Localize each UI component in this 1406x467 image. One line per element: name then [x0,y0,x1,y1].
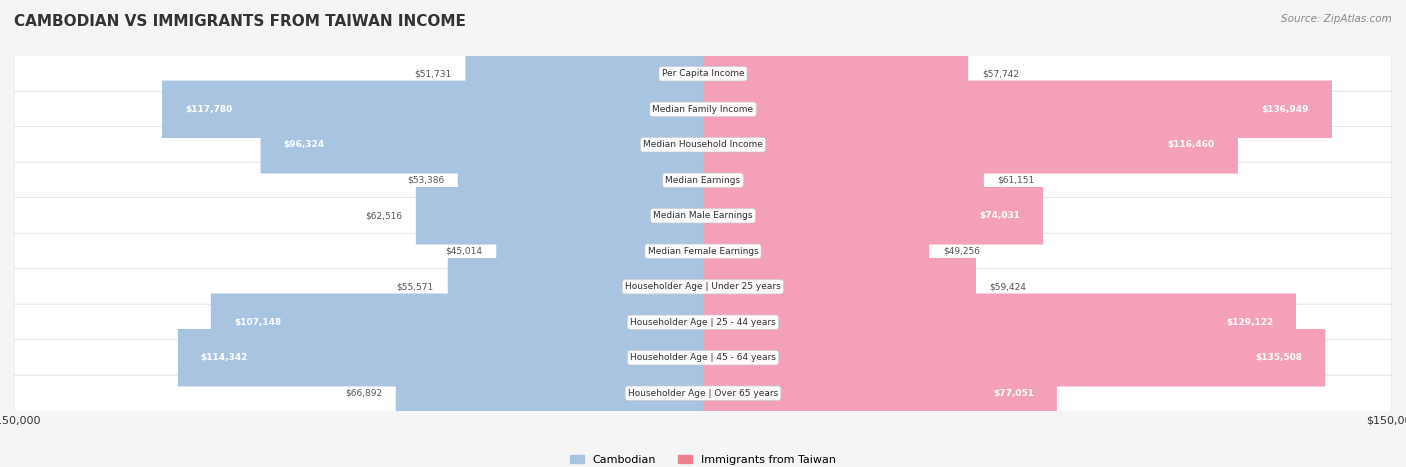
FancyBboxPatch shape [177,329,703,387]
Text: $49,256: $49,256 [943,247,980,256]
Text: $116,460: $116,460 [1168,140,1215,149]
FancyBboxPatch shape [703,364,1057,422]
FancyBboxPatch shape [703,258,976,316]
Text: $129,122: $129,122 [1226,318,1272,327]
FancyBboxPatch shape [162,80,703,138]
FancyBboxPatch shape [703,151,984,209]
FancyBboxPatch shape [14,127,1392,163]
Text: Householder Age | Over 65 years: Householder Age | Over 65 years [628,389,778,398]
Text: $61,151: $61,151 [998,176,1035,185]
Text: $45,014: $45,014 [446,247,482,256]
FancyBboxPatch shape [703,80,1331,138]
Text: Median Female Earnings: Median Female Earnings [648,247,758,256]
FancyBboxPatch shape [703,116,1237,174]
FancyBboxPatch shape [14,340,1392,376]
Text: Householder Age | 45 - 64 years: Householder Age | 45 - 64 years [630,353,776,362]
FancyBboxPatch shape [14,233,1392,269]
Text: $114,342: $114,342 [201,353,249,362]
FancyBboxPatch shape [703,45,969,103]
Text: $57,742: $57,742 [981,69,1019,78]
FancyBboxPatch shape [703,293,1296,351]
Text: Median Earnings: Median Earnings [665,176,741,185]
Text: $96,324: $96,324 [284,140,325,149]
FancyBboxPatch shape [14,162,1392,198]
FancyBboxPatch shape [14,304,1392,340]
FancyBboxPatch shape [211,293,703,351]
FancyBboxPatch shape [14,56,1392,92]
Text: $53,386: $53,386 [406,176,444,185]
FancyBboxPatch shape [458,151,703,209]
Text: Per Capita Income: Per Capita Income [662,69,744,78]
FancyBboxPatch shape [703,187,1043,245]
Text: $62,516: $62,516 [366,211,402,220]
FancyBboxPatch shape [14,375,1392,411]
Text: Householder Age | 25 - 44 years: Householder Age | 25 - 44 years [630,318,776,327]
FancyBboxPatch shape [496,222,703,280]
FancyBboxPatch shape [14,91,1392,127]
Text: Median Male Earnings: Median Male Earnings [654,211,752,220]
Text: CAMBODIAN VS IMMIGRANTS FROM TAIWAN INCOME: CAMBODIAN VS IMMIGRANTS FROM TAIWAN INCO… [14,14,465,29]
Text: Median Household Income: Median Household Income [643,140,763,149]
Text: $135,508: $135,508 [1256,353,1302,362]
Text: Median Family Income: Median Family Income [652,105,754,114]
Legend: Cambodian, Immigrants from Taiwan: Cambodian, Immigrants from Taiwan [567,450,839,467]
Text: $77,051: $77,051 [993,389,1033,398]
FancyBboxPatch shape [14,269,1392,305]
Text: $55,571: $55,571 [396,282,434,291]
FancyBboxPatch shape [465,45,703,103]
FancyBboxPatch shape [703,222,929,280]
FancyBboxPatch shape [260,116,703,174]
Text: $74,031: $74,031 [979,211,1021,220]
Text: Source: ZipAtlas.com: Source: ZipAtlas.com [1281,14,1392,24]
FancyBboxPatch shape [703,329,1326,387]
FancyBboxPatch shape [14,198,1392,234]
Text: $117,780: $117,780 [186,105,232,114]
Text: $107,148: $107,148 [233,318,281,327]
Text: $66,892: $66,892 [344,389,382,398]
Text: $136,949: $136,949 [1261,105,1309,114]
FancyBboxPatch shape [416,187,703,245]
Text: Householder Age | Under 25 years: Householder Age | Under 25 years [626,282,780,291]
Text: $51,731: $51,731 [415,69,451,78]
Text: $59,424: $59,424 [990,282,1026,291]
FancyBboxPatch shape [447,258,703,316]
FancyBboxPatch shape [395,364,703,422]
